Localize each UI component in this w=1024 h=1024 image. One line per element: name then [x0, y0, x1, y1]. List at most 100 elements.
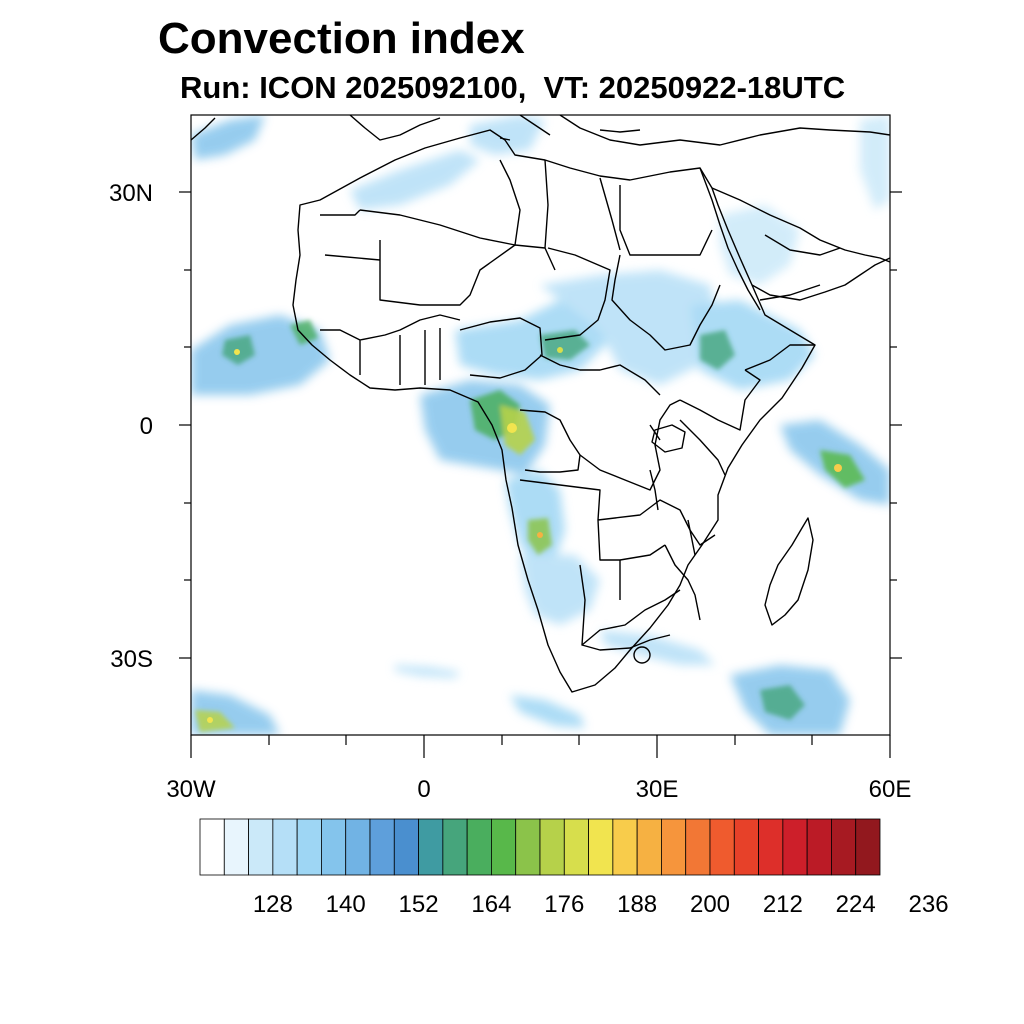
convection-blob-arabia	[720, 205, 800, 285]
border-arabia	[759, 234, 841, 301]
colorbar-label: 152	[399, 891, 439, 918]
convection-blob-atlantic-south	[510, 695, 585, 728]
border-south-africa	[581, 634, 671, 651]
convection-core-nigeria	[540, 330, 590, 360]
lake-tanganyika	[649, 469, 659, 511]
colorbar-swatch	[393, 818, 419, 876]
border-nigeria	[459, 317, 543, 379]
madagascar-coastline	[764, 517, 814, 626]
lat-label-0: 0	[140, 413, 153, 440]
border-mauritania	[320, 209, 381, 261]
convection-core-south-west	[195, 710, 235, 732]
convection-blob-madagascar-strip	[600, 630, 715, 665]
colorbar-swatch	[685, 818, 711, 876]
colorbar-swatch	[636, 818, 662, 876]
border-algeria	[359, 159, 521, 246]
lon-label-0: 0	[417, 776, 430, 803]
colorbar: 128 140 152 164 176 188 200 212 224 236	[199, 818, 949, 918]
red-sea-coastline	[699, 167, 761, 311]
colorbar-label: 176	[544, 891, 584, 918]
lat-label-30s: 30S	[110, 646, 153, 673]
colorbar-swatch	[612, 818, 638, 876]
colorbar-swatch	[539, 818, 565, 876]
lon-label-30e: 30E	[636, 776, 679, 803]
border-west-africa	[320, 314, 461, 385]
convection-peak-south-west	[207, 717, 213, 723]
colorbar-swatch	[806, 818, 832, 876]
colorbar-swatch	[733, 818, 759, 876]
colorbar-swatch	[491, 818, 517, 876]
colorbar-swatch	[296, 818, 322, 876]
colorbar-swatch	[588, 818, 614, 876]
border-mozambique	[664, 529, 716, 621]
colorbar-label: 236	[909, 891, 949, 918]
colorbar-label: 200	[690, 891, 730, 918]
colorbar-swatch	[199, 818, 225, 876]
border-egypt	[619, 185, 713, 256]
convection-blob-sahel	[540, 270, 720, 385]
colorbar-label: 224	[836, 891, 876, 918]
colorbar-swatch	[855, 818, 881, 876]
chart-subtitle: Run: ICON 2025092100, VT: 20250922-18UTC	[180, 70, 846, 105]
colorbar-label: 188	[617, 891, 657, 918]
lon-label-60e: 60E	[869, 776, 912, 803]
colorbar-swatch	[321, 818, 347, 876]
border-horn	[744, 344, 815, 371]
convection-peak-nigeria	[557, 347, 563, 353]
colorbar-label: 164	[471, 891, 511, 918]
border-angola-zambia	[519, 479, 691, 561]
border-chad	[544, 247, 611, 341]
colorbar-swatch	[831, 818, 857, 876]
border-cameroon-car	[539, 354, 661, 396]
arabian-peninsula-coastline	[711, 187, 890, 301]
convection-blob-red-sea	[860, 115, 890, 210]
convection-field	[191, 115, 890, 735]
convection-peak-indian-ocean	[834, 464, 842, 472]
europe-coastline	[191, 115, 890, 146]
mediterranean-islands	[499, 129, 641, 141]
colorbar-swatch	[345, 818, 371, 876]
colorbar-swatch	[515, 818, 541, 876]
map-outlines	[191, 115, 890, 693]
convection-core-sahel-east	[700, 330, 735, 370]
convection-core-cameroon	[500, 405, 535, 455]
border-mali-niger	[379, 240, 556, 306]
convection-blob-north-west	[191, 115, 265, 160]
lake-malawi	[687, 519, 696, 556]
convection-peak-cameroon	[507, 423, 517, 433]
colorbar-swatch	[223, 818, 249, 876]
border-namibia-botswana	[579, 560, 681, 646]
convection-peak-angola	[537, 532, 543, 538]
colorbar-swatch	[758, 818, 784, 876]
colorbar-swatch	[442, 818, 468, 876]
border-drc	[519, 399, 681, 491]
colorbar-label: 140	[326, 891, 366, 918]
convection-blob-north-coast	[470, 115, 545, 155]
convection-blob-central-africa	[455, 300, 610, 380]
colorbar-swatch	[369, 818, 395, 876]
colorbar-swatch	[563, 818, 589, 876]
lake-victoria	[651, 424, 686, 453]
colorbar-swatch	[709, 818, 735, 876]
colorbar-swatch	[248, 818, 274, 876]
colorbar-label: 212	[763, 891, 803, 918]
lesotho-outline	[633, 646, 651, 664]
convection-core-south-east	[760, 685, 805, 720]
convection-blob-atlantic-thin	[395, 665, 460, 678]
convection-blob-ethiopia	[690, 300, 815, 390]
convection-blob-morocco	[350, 150, 480, 210]
map-ticks	[179, 191, 902, 758]
convection-blob-southern-africa	[520, 555, 600, 625]
colorbar-swatch	[466, 818, 492, 876]
chart-title: Convection index	[158, 14, 525, 63]
colorbar-swatch	[418, 818, 444, 876]
border-sudan	[611, 254, 721, 351]
colorbar-label: 128	[253, 891, 293, 918]
convection-core-indian-ocean	[820, 450, 865, 488]
axis-labels: 30N 0 30S 30W 0 30E 60E	[109, 180, 911, 803]
convection-peak-atlantic	[234, 349, 240, 355]
lon-label-30w: 30W	[166, 776, 216, 803]
colorbar-swatch	[272, 818, 298, 876]
border-libya	[544, 159, 621, 251]
